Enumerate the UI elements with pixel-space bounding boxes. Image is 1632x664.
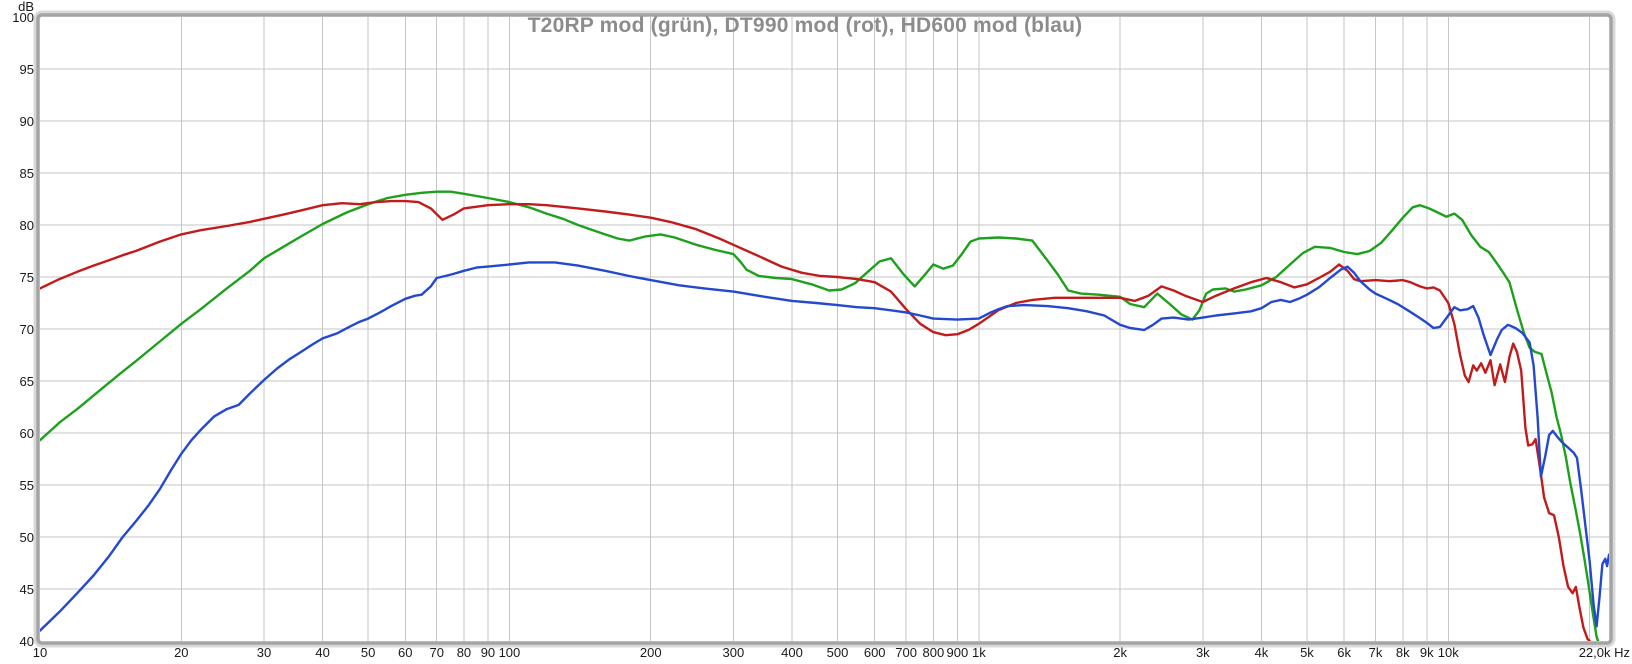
svg-text:10: 10 — [33, 645, 47, 660]
svg-text:80: 80 — [20, 218, 34, 233]
svg-text:4k: 4k — [1255, 645, 1269, 660]
svg-text:55: 55 — [20, 478, 34, 493]
svg-text:45: 45 — [20, 582, 34, 597]
svg-text:20: 20 — [174, 645, 188, 660]
svg-text:90: 90 — [20, 114, 34, 129]
svg-text:50: 50 — [361, 645, 375, 660]
svg-text:3k: 3k — [1196, 645, 1210, 660]
svg-text:50: 50 — [20, 530, 34, 545]
svg-text:400: 400 — [781, 645, 803, 660]
svg-text:70: 70 — [429, 645, 443, 660]
x-axis-end-label: 22,0k Hz — [1579, 645, 1630, 660]
svg-text:75: 75 — [20, 270, 34, 285]
svg-text:600: 600 — [864, 645, 886, 660]
svg-text:85: 85 — [20, 166, 34, 181]
y-axis-unit: dB — [18, 0, 34, 14]
svg-text:200: 200 — [640, 645, 662, 660]
plot-frame — [36, 13, 1613, 645]
svg-text:5k: 5k — [1300, 645, 1314, 660]
svg-text:6k: 6k — [1337, 645, 1351, 660]
svg-text:9k: 9k — [1420, 645, 1434, 660]
svg-text:700: 700 — [895, 645, 917, 660]
svg-text:100: 100 — [12, 10, 34, 25]
curve-dt990-mod — [40, 199, 1591, 641]
grid-lines — [40, 17, 1609, 641]
svg-text:500: 500 — [827, 645, 849, 660]
svg-text:800: 800 — [922, 645, 944, 660]
svg-text:2k: 2k — [1113, 645, 1127, 660]
svg-text:8k: 8k — [1396, 645, 1410, 660]
svg-text:40: 40 — [20, 634, 34, 649]
curve-t20rp-mod — [40, 190, 1600, 641]
svg-text:65: 65 — [20, 374, 34, 389]
x-axis-labels: 10 20 30 40 50 60 70 80 90 100 200 300 400 500 600 700 8… — [33, 645, 1630, 660]
svg-text:70: 70 — [20, 322, 34, 337]
svg-text:95: 95 — [20, 62, 34, 77]
plot-frame-shadow — [33, 10, 1616, 648]
svg-text:40: 40 — [315, 645, 329, 660]
svg-text:900: 900 — [947, 645, 969, 660]
svg-text:1k: 1k — [972, 645, 986, 660]
svg-text:90: 90 — [481, 645, 495, 660]
svg-text:300: 300 — [723, 645, 745, 660]
svg-text:100: 100 — [499, 645, 521, 660]
svg-text:10k: 10k — [1438, 645, 1459, 660]
svg-text:7k: 7k — [1369, 645, 1383, 660]
curve-hd600-mod — [40, 261, 1609, 632]
svg-text:30: 30 — [257, 645, 271, 660]
svg-text:60: 60 — [398, 645, 412, 660]
svg-text:60: 60 — [20, 426, 34, 441]
svg-text:80: 80 — [457, 645, 471, 660]
curves — [40, 190, 1609, 641]
